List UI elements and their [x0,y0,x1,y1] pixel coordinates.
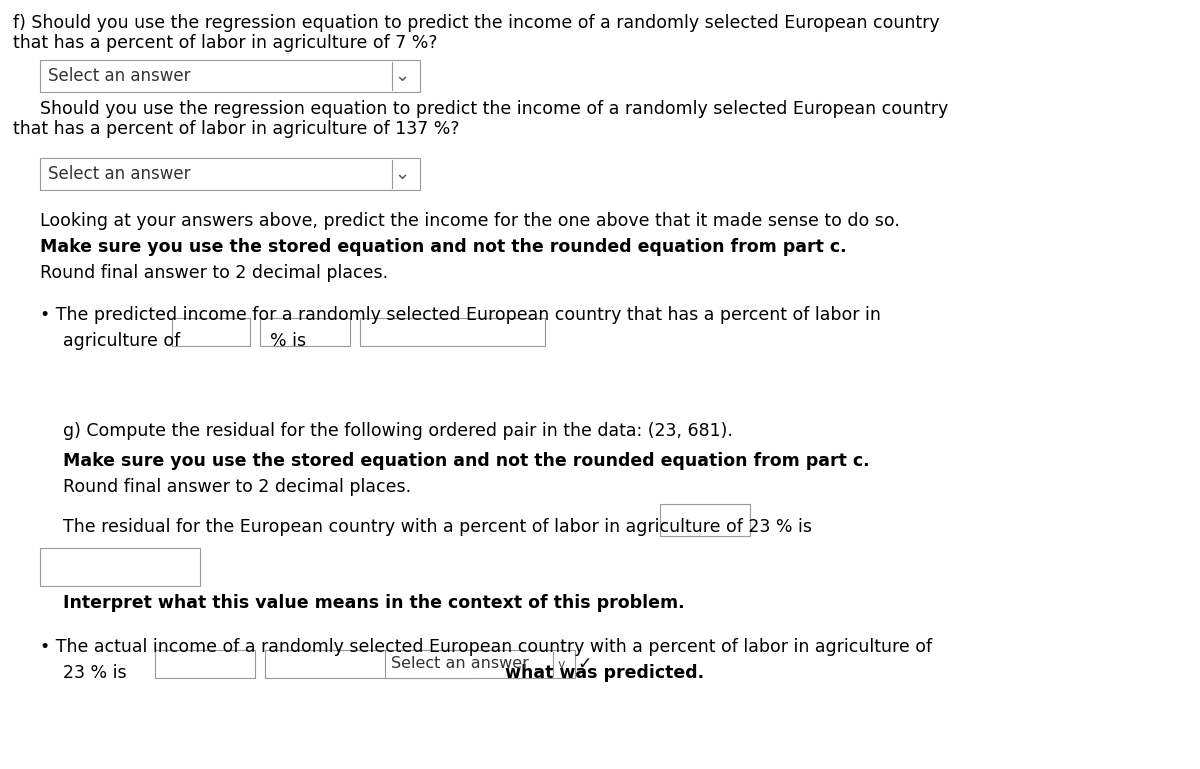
Bar [660,504,750,536]
Text: Interpret what this value means in the context of this problem.: Interpret what this value means in the c… [64,594,685,612]
Text: Select an answer: Select an answer [48,67,191,85]
Bar [40,548,200,586]
Text: Round final answer to 2 decimal places.: Round final answer to 2 decimal places. [40,264,388,282]
Text: that has a percent of labor in agriculture of 7 %?: that has a percent of labor in agricultu… [13,34,438,52]
Text: what was predicted.: what was predicted. [505,664,704,682]
Bar [260,318,350,346]
Text: % is: % is [270,332,306,350]
Text: Round final answer to 2 decimal places.: Round final answer to 2 decimal places. [64,478,412,496]
Text: g) Compute the residual for the following ordered pair in the data: (23, 681).: g) Compute the residual for the followin… [64,422,733,440]
Bar [360,318,545,346]
Text: Should you use the regression equation to predict the income of a randomly selec: Should you use the regression equation t… [40,100,948,118]
Bar [40,60,420,92]
Text: Select an answer: Select an answer [391,657,529,671]
Text: ⌄: ⌄ [395,67,409,85]
Text: that has a percent of labor in agriculture of 137 %?: that has a percent of labor in agricultu… [13,120,460,138]
Text: f) Should you use the regression equation to predict the income of a randomly se: f) Should you use the regression equatio… [13,14,940,32]
Text: • The actual income of a randomly selected European country with a percent of la: • The actual income of a randomly select… [40,638,932,656]
Bar [172,318,250,346]
Text: Make sure you use the stored equation and not the rounded equation from part c.: Make sure you use the stored equation an… [40,238,847,256]
Bar [265,650,475,678]
Text: ✓: ✓ [577,655,592,673]
Text: v: v [557,657,565,671]
Text: agriculture of: agriculture of [64,332,180,350]
Bar [155,650,256,678]
Text: 23 % is: 23 % is [64,664,127,682]
Text: ⌄: ⌄ [395,165,409,183]
Text: • The predicted income for a randomly selected European country that has a perce: • The predicted income for a randomly se… [40,306,881,324]
Text: Select an answer: Select an answer [48,165,191,183]
Text: Make sure you use the stored equation and not the rounded equation from part c.: Make sure you use the stored equation an… [64,452,870,470]
Bar [40,158,420,190]
Text: The residual for the European country with a percent of labor in agriculture of : The residual for the European country wi… [64,518,812,536]
Bar [385,650,575,678]
Text: Looking at your answers above, predict the income for the one above that it made: Looking at your answers above, predict t… [40,212,900,230]
